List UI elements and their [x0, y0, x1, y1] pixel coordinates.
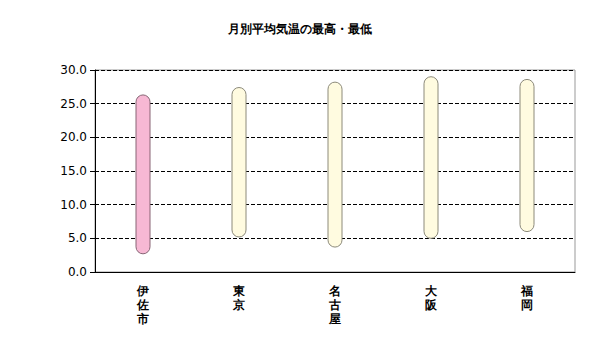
svg-text:0.0: 0.0: [68, 265, 87, 279]
svg-text:東: 東: [232, 284, 246, 298]
svg-text:20.0: 20.0: [60, 130, 87, 144]
svg-text:伊: 伊: [136, 284, 149, 298]
svg-text:30.0: 30.0: [60, 63, 87, 77]
svg-text:5.0: 5.0: [68, 231, 87, 245]
svg-text:10.0: 10.0: [60, 198, 87, 212]
svg-text:屋: 屋: [328, 312, 341, 326]
svg-text:京: 京: [232, 298, 245, 312]
svg-text:福: 福: [520, 284, 533, 298]
svg-text:阪: 阪: [425, 298, 438, 312]
svg-text:25.0: 25.0: [60, 97, 87, 111]
svg-text:佐: 佐: [136, 298, 149, 312]
svg-text:月別平均気温の最高・最低: 月別平均気温の最高・最低: [227, 22, 372, 36]
svg-text:市: 市: [136, 312, 149, 326]
svg-text:15.0: 15.0: [60, 164, 87, 178]
svg-text:名: 名: [328, 284, 341, 298]
svg-text:岡: 岡: [521, 298, 533, 312]
svg-text:大: 大: [425, 284, 438, 298]
svg-text:古: 古: [328, 298, 341, 312]
